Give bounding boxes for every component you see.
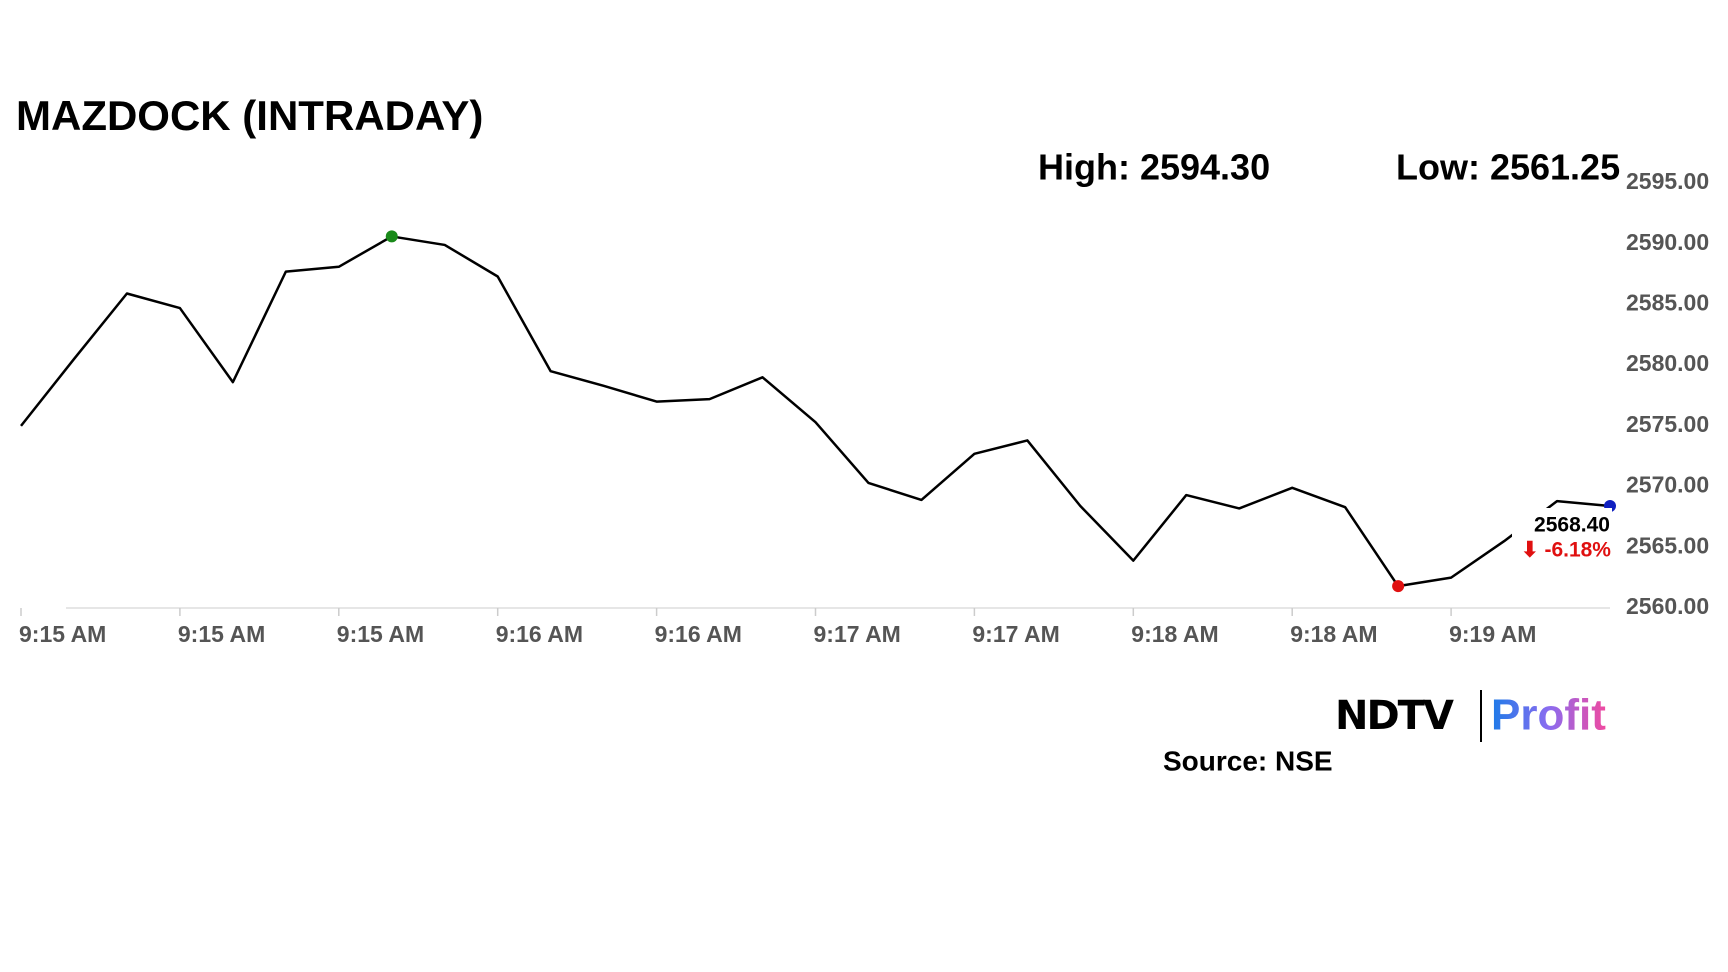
y-tick-label: 2570.00 — [1626, 472, 1709, 498]
y-tick-label: 2580.00 — [1626, 350, 1709, 376]
chart-title: MAZDOCK (INTRADAY) — [16, 92, 483, 139]
x-tick-label: 9:16 AM — [496, 621, 583, 647]
price-line — [20, 235, 1611, 588]
logo-product: Profit — [1491, 691, 1606, 740]
y-tick-label: 2595.00 — [1626, 168, 1709, 194]
x-tick-label: 9:15 AM — [178, 621, 265, 647]
marker — [385, 230, 398, 243]
marker — [1392, 580, 1405, 593]
source: Source: NSE — [1163, 745, 1333, 776]
y-tick-label: 2565.00 — [1626, 532, 1709, 558]
x-tick-label: 9:18 AM — [1131, 621, 1218, 647]
x-tick-label: 9:19 AM — [1449, 621, 1536, 647]
x-tick-label: 9:15 AM — [337, 621, 424, 647]
y-tick-label: 2590.00 — [1626, 229, 1709, 255]
last-value-label: 2568.40 — [1534, 514, 1610, 537]
y-tick-label: 2575.00 — [1626, 411, 1709, 437]
x-tick-label: 9:18 AM — [1290, 621, 1377, 647]
y-tick-label: 2585.00 — [1626, 290, 1709, 316]
x-tick-label: 9:17 AM — [972, 621, 1059, 647]
change-label: ⬇ -6.18% — [1521, 539, 1611, 562]
x-tick-label: 9:15 AM — [19, 621, 106, 647]
x-tick-label: 9:16 AM — [655, 621, 742, 647]
y-tick-label: 2560.00 — [1626, 593, 1709, 619]
high-label: High: 2594.30 — [1038, 147, 1270, 188]
label-bg — [1512, 508, 1612, 564]
logo-brand: NDTV — [1335, 693, 1454, 739]
x-tick-label: 9:17 AM — [814, 621, 901, 647]
low-label: Low: 2561.25 — [1396, 147, 1620, 188]
